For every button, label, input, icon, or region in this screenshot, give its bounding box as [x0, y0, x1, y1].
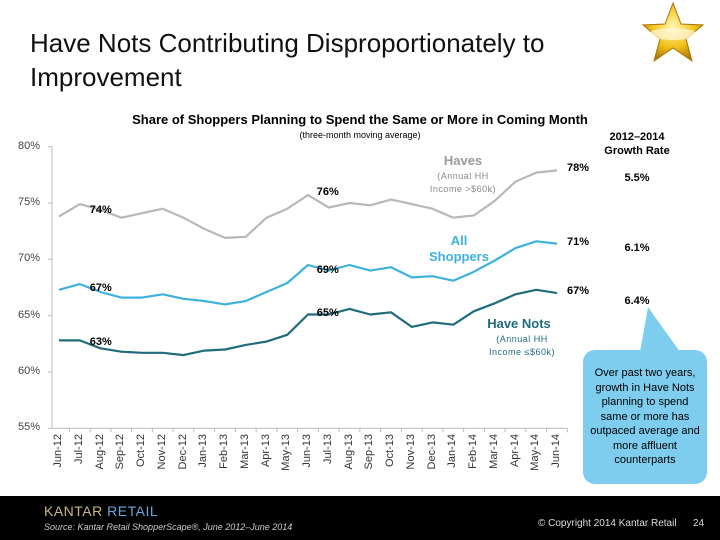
kantar-retail-logo: KANTAR RETAIL: [44, 503, 158, 519]
callout-box: Over past two years, growth in Have Nots…: [583, 350, 707, 484]
growth-rate-all-shoppers: 6.1%: [624, 242, 650, 254]
y-tick-label: 70%: [17, 252, 40, 265]
series-label-have-nots: Have Nots: [487, 316, 551, 331]
source-note: Source: Kantar Retail ShopperScape®, Jun…: [44, 522, 293, 532]
callout-text: Over past two years, growth in Have Nots…: [590, 367, 700, 467]
series-line-haves: [58, 169, 558, 239]
y-tick-label: 80%: [17, 139, 40, 152]
gold-star-icon: [641, 1, 705, 63]
data-label: 78%: [567, 162, 590, 175]
data-label: 74%: [89, 204, 112, 217]
footer-bar: [0, 496, 720, 540]
y-tick-label: 75%: [17, 196, 40, 209]
growth-rate-header: 2012–2014 Growth Rate: [604, 131, 670, 157]
chart-title: Share of Shoppers Planning to Spend the …: [132, 112, 588, 127]
data-label: 69%: [316, 263, 339, 276]
logo-part: RETAIL: [107, 503, 159, 519]
y-tick-label: 60%: [17, 364, 40, 377]
series-line-all-shoppers: [58, 240, 558, 306]
data-label: 63%: [89, 336, 112, 349]
growth-rate-have-nots: 6.4%: [624, 295, 650, 307]
series-label-haves: Haves: [443, 153, 483, 168]
data-label: 76%: [316, 185, 339, 198]
chart-subtitle: (three-month moving average): [299, 130, 421, 140]
series-note-have-nots: (Annual HH Income ≤$60k): [489, 334, 555, 357]
series-note-haves: (Annual HH Income >$60k): [429, 171, 497, 194]
series-label-all-shoppers: All Shoppers: [420, 233, 498, 265]
growth-rate-haves: 5.5%: [624, 172, 650, 184]
y-tick-label: 65%: [17, 308, 40, 321]
series-line-have-nots: [59, 288, 558, 357]
slide-title: Have Nots Contributing Disproportionatel…: [30, 28, 545, 92]
data-label: 67%: [567, 285, 590, 298]
data-label: 65%: [316, 306, 339, 319]
logo-part: KANTAR: [44, 503, 103, 519]
y-tick-label: 55%: [17, 421, 40, 434]
series-label-line: All: [450, 233, 468, 248]
series-label-line: Shoppers: [429, 249, 489, 264]
data-label: 67%: [89, 282, 112, 295]
page-number: 24: [693, 518, 705, 529]
copyright: © Copyright 2014 Kantar Retail: [538, 518, 677, 529]
data-label: 71%: [567, 235, 590, 248]
